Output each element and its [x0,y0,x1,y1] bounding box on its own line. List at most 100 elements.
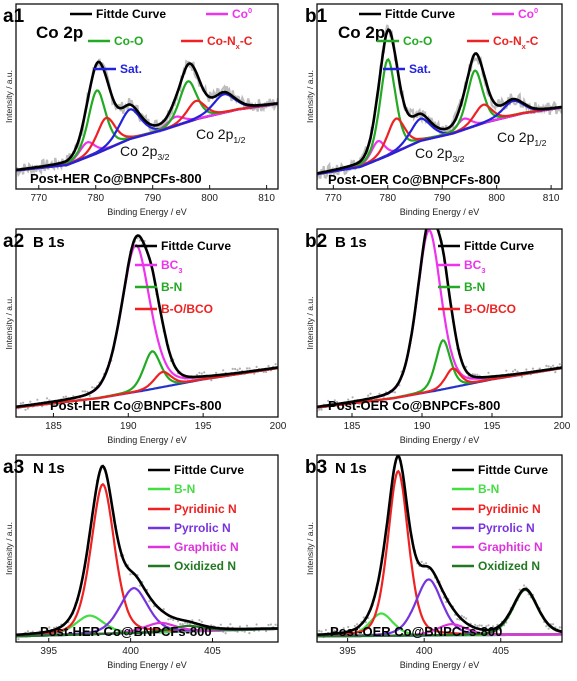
legend-entry: Pyridinic N [174,502,237,516]
raw-point [487,624,490,627]
sample-label: Post-OER Co@BNPCFs-800 [328,172,500,187]
raw-point [378,392,381,395]
raw-point [48,626,51,629]
legend-entry: BC3 [464,258,485,275]
element-title: Co 2p [36,23,83,42]
raw-point [552,364,555,367]
fitted-curve [317,455,562,636]
legend-entry: Co-O [114,34,143,48]
raw-point [269,623,272,626]
raw-point [478,624,481,627]
raw-point [420,560,423,564]
raw-point [195,373,199,376]
legend-entry: Graphitic N [174,540,239,554]
raw-point [64,395,68,398]
element-title: Co 2p [338,23,385,42]
raw-point [349,404,352,407]
raw-point [176,620,180,623]
raw-point [558,363,561,366]
raw-point [445,600,448,604]
panel-tag: a2 [3,231,24,252]
raw-point [234,367,237,371]
raw-point [36,398,39,401]
legend-entry: Fittde Curve [385,7,455,21]
raw-point [367,394,370,397]
raw-point [525,368,528,371]
raw-point [238,367,241,370]
fitted-curve [317,28,562,175]
raw-point [274,363,277,366]
x-tick-label: 800 [201,193,218,204]
panel-tag: a3 [3,457,24,478]
raw-point [474,373,477,376]
raw-point [480,624,483,627]
x-tick-label: 780 [87,193,104,204]
raw-point [514,368,517,371]
raw-point [347,625,350,629]
y-axis-label: Intensity / a.u. [305,522,315,575]
panel-b3: 395 400 405 Binding Energy / eV Intensity / … [305,454,563,670]
raw-point [22,401,25,404]
raw-point [45,397,49,400]
raw-point [393,391,397,394]
sample-label: Post-HER Co@BNPCFs-800 [40,624,212,639]
raw-point [327,399,330,402]
legend-entry: B-N [464,280,485,294]
panel-a3: 395 400 405 Binding Energy / eV Intensity / … [3,454,279,670]
legend-entry: Fittde Curve [174,463,244,477]
element-title: N 1s [33,460,65,477]
raw-point [520,375,524,378]
legend-entry: Co-O [403,34,432,48]
x-tick-label: 800 [488,193,505,204]
panel-b1: 770 780 790 800 810 Binding Energy / eV Intens… [305,3,563,217]
raw-point [245,367,249,370]
raw-point [238,625,241,628]
raw-point [462,616,466,619]
fitted-curve [16,464,278,637]
legend-entry: Sat. [120,62,142,76]
raw-point [320,408,323,411]
raw-point [369,392,372,395]
raw-point [476,624,479,628]
raw-point [364,621,368,624]
raw-point [485,625,488,628]
raw-point [88,394,91,397]
raw-point [320,630,323,633]
raw-point [84,390,87,393]
plot-frame [316,454,563,643]
raw-point [430,221,432,223]
x-tick-label: 200 [554,421,571,432]
raw-point [476,373,479,376]
raw-point [19,402,22,405]
raw-point [255,365,258,368]
raw-point [547,365,550,368]
legend-entry: Fittde Curve [478,463,548,477]
sample-label: Post-OER Co@BNPCFs-800 [328,398,500,413]
x-tick-label: 395 [40,646,57,657]
raw-point [148,600,151,603]
raw-point [229,623,232,626]
plot-frame [15,228,279,418]
legend-entry: Pyrrolic N [174,521,231,535]
legend-entry: B-N [478,482,499,496]
x-tick-label: 190 [414,421,431,432]
plot-area [317,455,562,640]
raw-point [222,369,225,372]
raw-point [347,398,350,401]
raw-point [29,400,32,403]
raw-point [129,573,132,576]
x-tick-label: 400 [122,646,139,657]
x-axis-label: Binding Energy / eV [107,207,187,217]
raw-point [460,614,463,618]
peak-annotation: Co 2p3/2 [415,145,465,164]
y-axis-label: Intensity / a.u. [4,522,14,575]
x-axis-label: Binding Energy / eV [400,660,480,670]
peak-annotation: Co 2p1/2 [497,129,547,148]
legend-entry: BC3 [161,258,182,275]
y-axis-label: Intensity / a.u. [305,70,315,123]
raw-point [169,617,172,620]
raw-point [219,623,222,626]
x-tick-label: 195 [195,421,212,432]
legend-entry: Pyridinic N [478,502,541,516]
